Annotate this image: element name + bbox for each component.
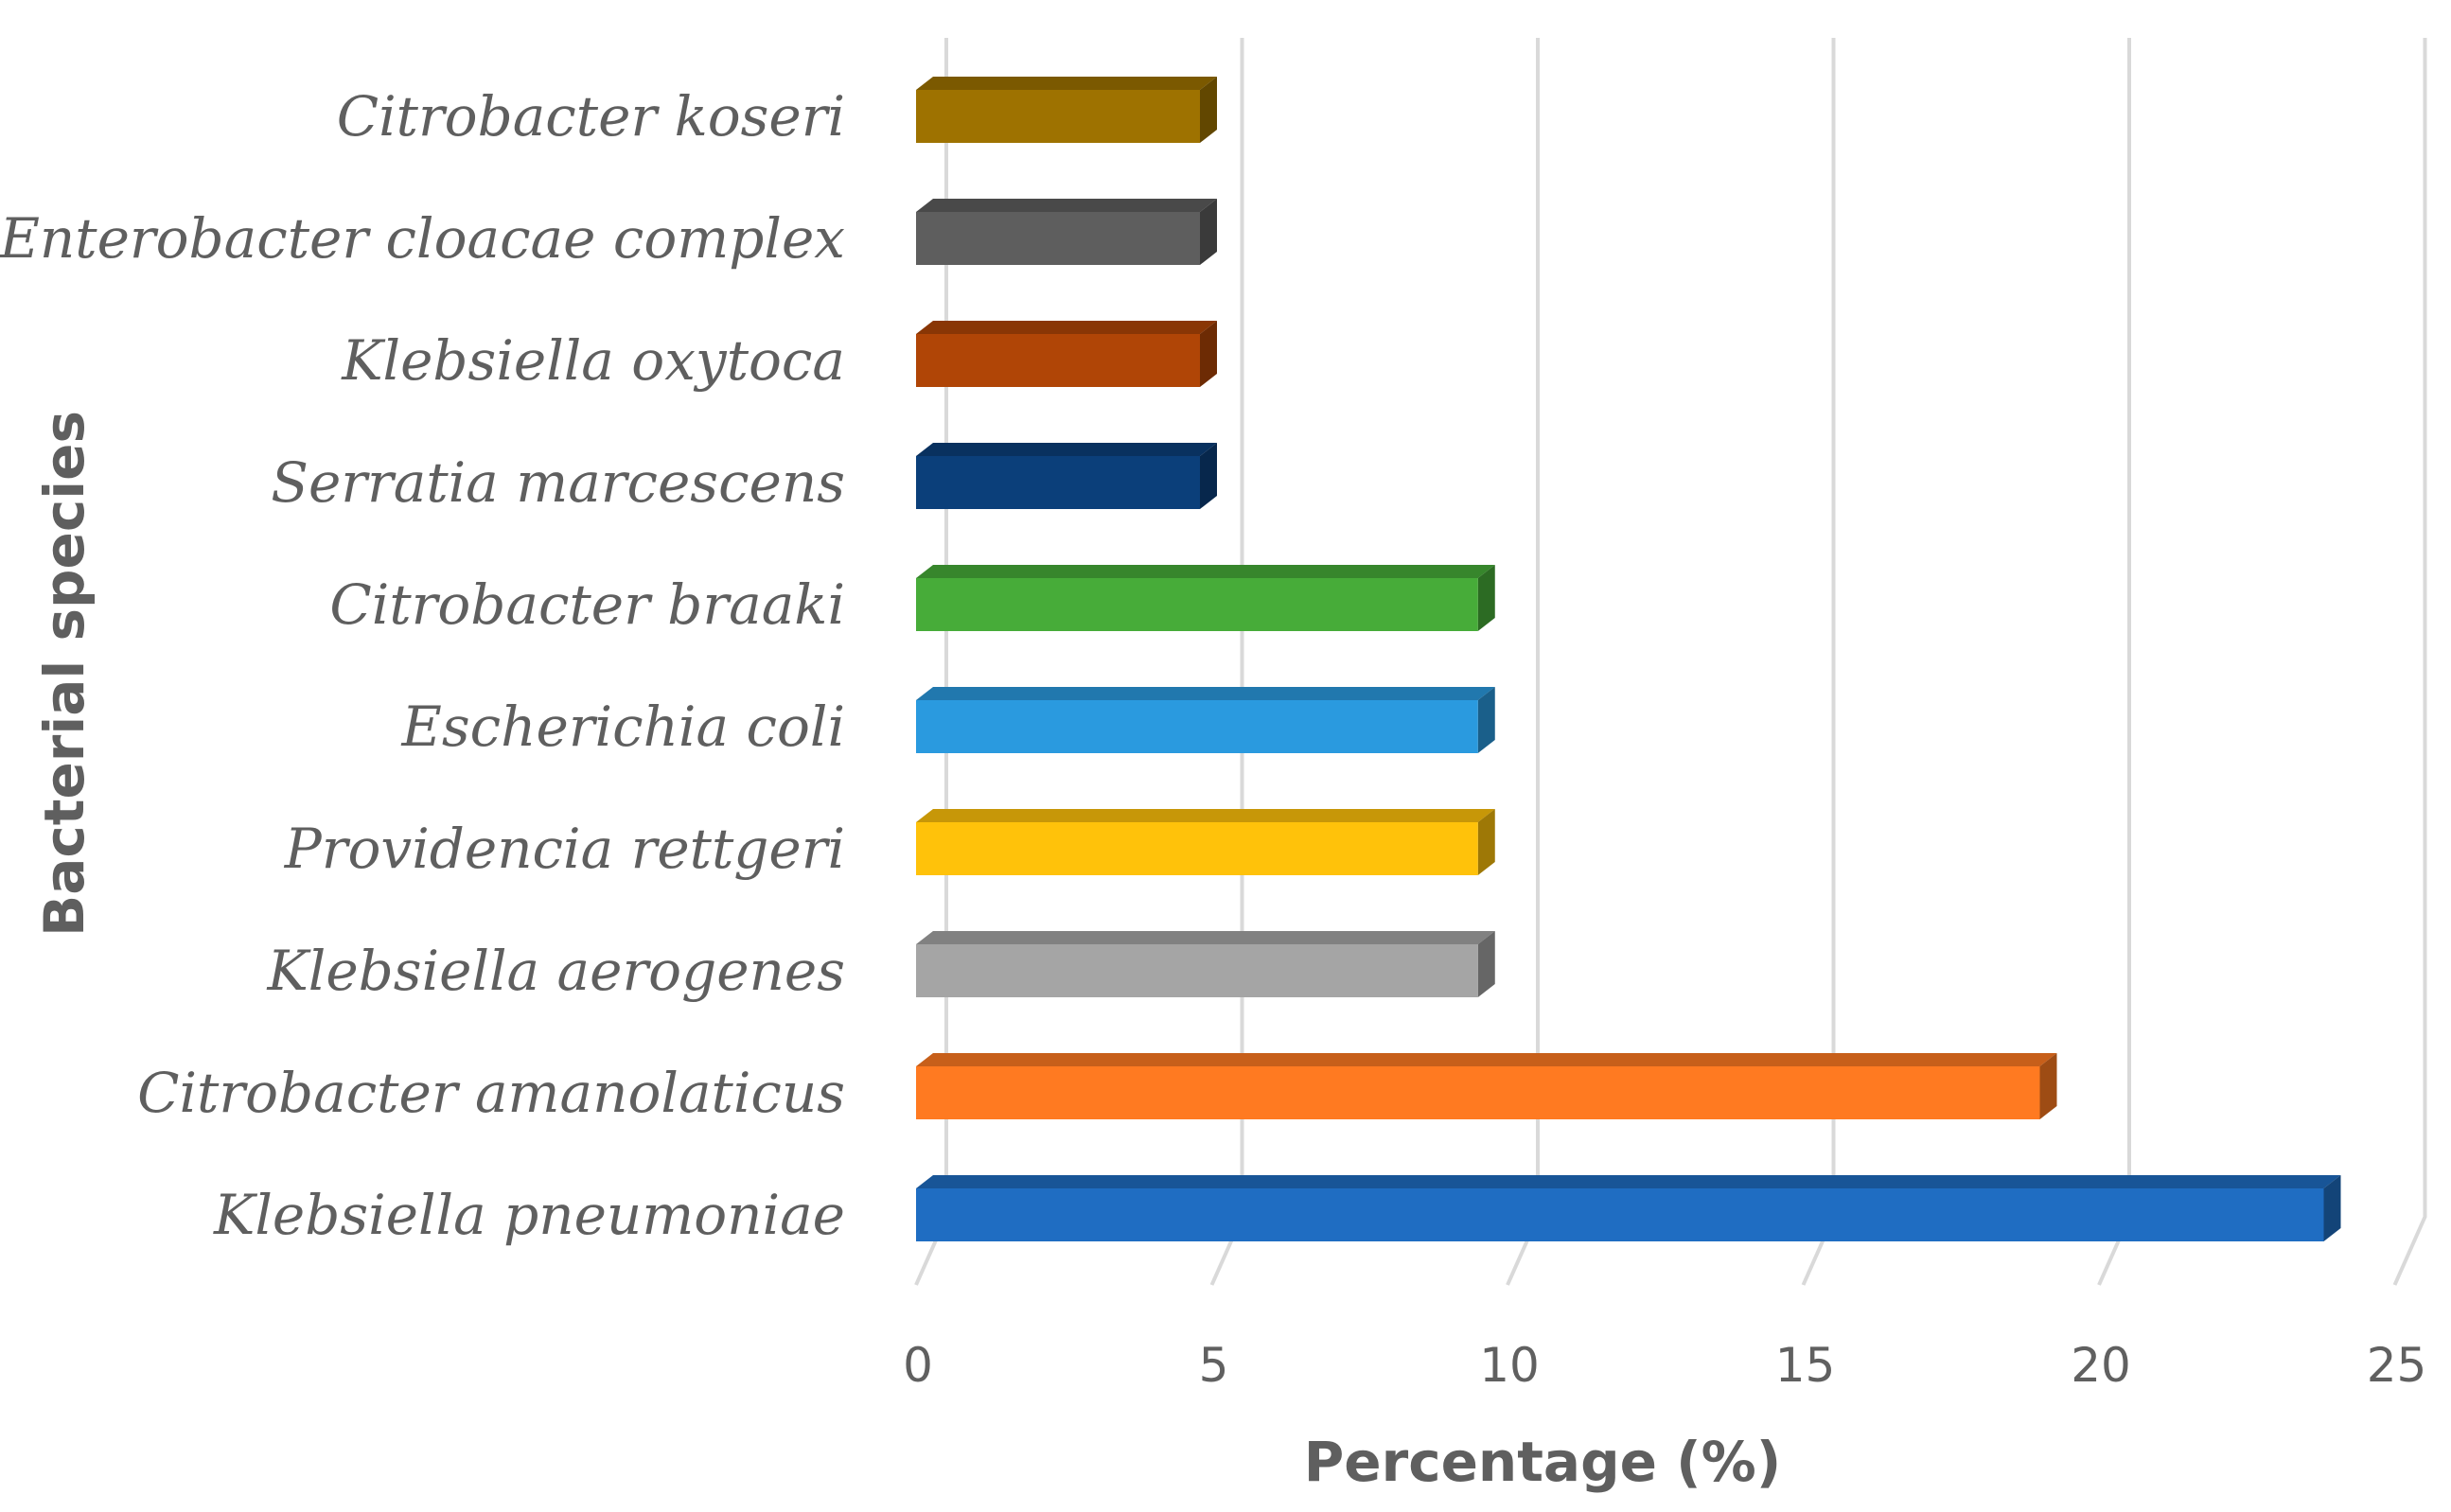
bar-front-face [916, 578, 1478, 631]
category-label: Klebsiella pneumoniae [213, 1183, 845, 1247]
x-tick-label: 15 [1775, 1338, 1836, 1393]
x-tick-label: 25 [2367, 1338, 2427, 1393]
bar-side-face [2323, 1175, 2341, 1241]
bar-front-face [916, 822, 1478, 875]
category-label: Citrobacter braaki [329, 572, 845, 637]
bar-side-face [2039, 1053, 2057, 1119]
bar-top-face [916, 199, 1217, 212]
bar-top-face [916, 77, 1217, 90]
bar-top-face [916, 321, 1217, 334]
bar-side-face [1200, 199, 1217, 265]
bar-top-face [916, 443, 1217, 456]
gridline-25 [2392, 38, 2427, 1286]
bar-5 [916, 565, 1495, 631]
category-label: Klebsiella oxytoca [341, 328, 845, 393]
bar-front-face [916, 212, 1200, 265]
bar-side-face [1200, 77, 1217, 143]
bar-3 [916, 321, 1217, 387]
bar-2 [916, 199, 1217, 265]
bar-top-face [916, 931, 1495, 944]
bar-10 [916, 1175, 2341, 1241]
x-tick-label: 20 [2071, 1338, 2131, 1393]
x-tick-label: 10 [1479, 1338, 1540, 1393]
category-label: Serratia marcescens [271, 450, 845, 515]
category-labels: Citrobacter koseri Enterobacter cloacae c… [0, 84, 845, 1247]
x-axis-title: Percentage (%) [1304, 1430, 1782, 1494]
bar-side-face [1477, 931, 1495, 997]
bar-9 [916, 1053, 2057, 1119]
bar-front-face [916, 456, 1200, 509]
category-label: Escherichia coli [401, 694, 845, 759]
bar-front-face [916, 1188, 2324, 1241]
bar-8 [916, 931, 1495, 997]
bar-4 [916, 443, 1217, 509]
bar-top-face [916, 1175, 2341, 1188]
x-tick-label: 5 [1199, 1338, 1229, 1393]
bar-top-face [916, 565, 1495, 578]
bar-front-face [916, 334, 1200, 387]
bar-6 [916, 687, 1495, 753]
category-label: Klebsiella aerogenes [266, 939, 845, 1003]
y-axis-title: Bacterial species [32, 411, 97, 937]
bar-side-face [1200, 443, 1217, 509]
bar-top-face [916, 1053, 2057, 1066]
bar-side-face [1200, 321, 1217, 387]
bar-7 [916, 809, 1495, 875]
bar-front-face [916, 1066, 2040, 1119]
x-tick-label: 0 [903, 1338, 933, 1393]
bar-front-face [916, 700, 1478, 753]
bar-side-face [1477, 809, 1495, 875]
category-label: Enterobacter cloacae complex [0, 206, 845, 271]
bar-1 [916, 77, 1217, 143]
bar-front-face [916, 944, 1478, 997]
gridline-20 [2097, 38, 2131, 1286]
category-label: Providencia rettgeri [284, 817, 845, 881]
category-label: Citrobacter amanolaticus [137, 1061, 845, 1125]
bar-front-face [916, 90, 1200, 143]
bars [916, 77, 2341, 1241]
bar-side-face [1477, 565, 1495, 631]
x-tick-labels: 0 5 10 15 20 25 [903, 1338, 2426, 1393]
bar-top-face [916, 687, 1495, 700]
bar-side-face [1477, 687, 1495, 753]
bar-top-face [916, 809, 1495, 822]
category-label: Citrobacter koseri [337, 84, 845, 149]
